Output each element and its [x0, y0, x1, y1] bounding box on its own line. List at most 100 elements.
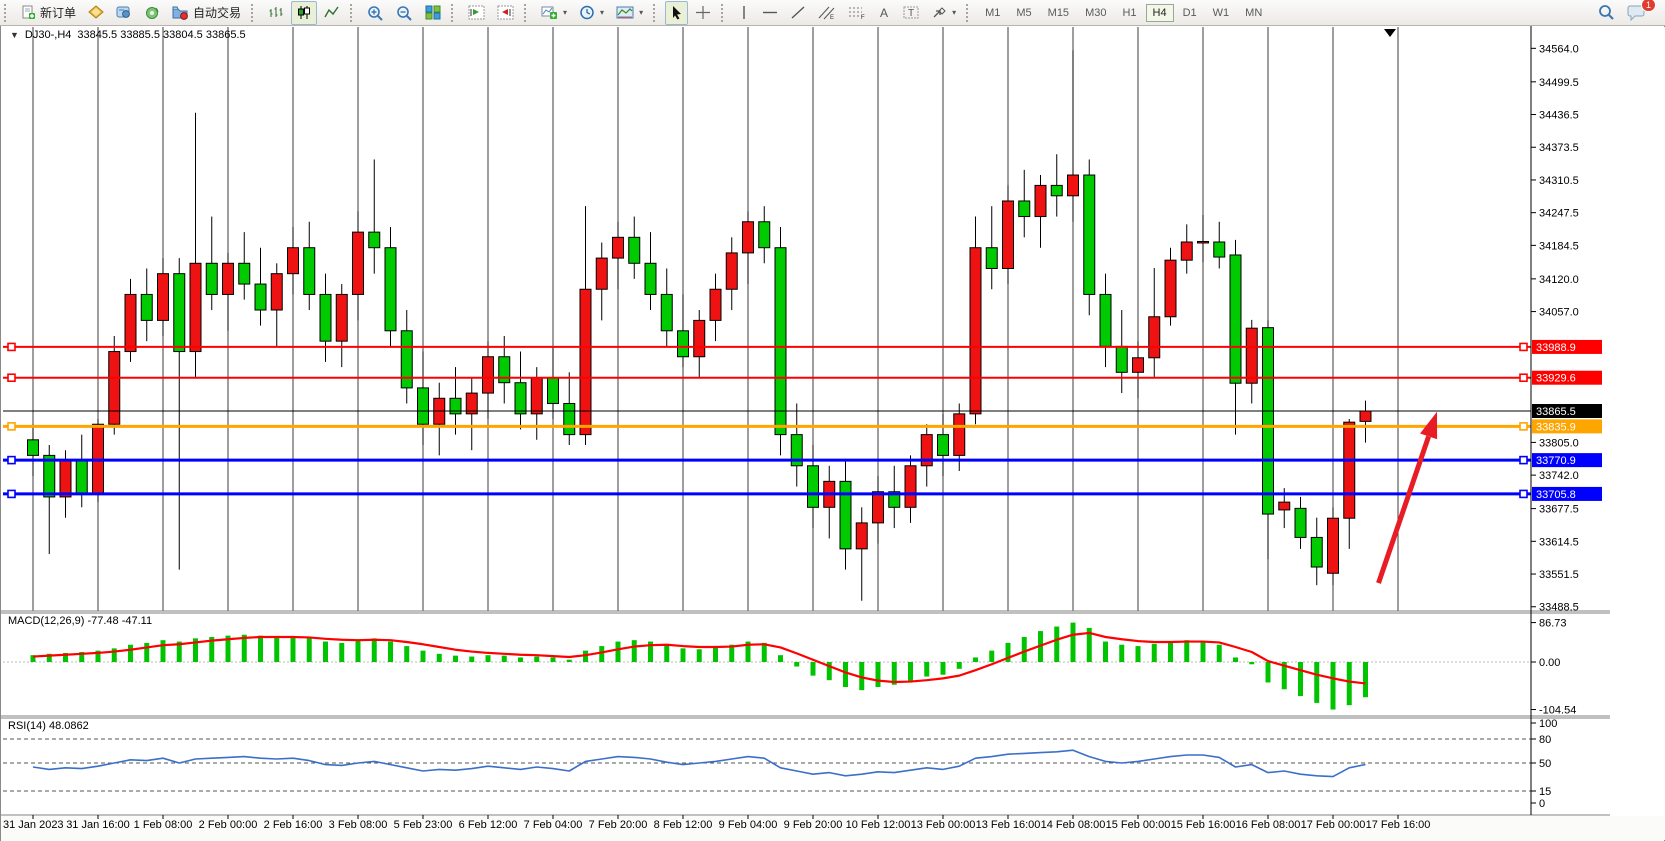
svg-text:34373.5: 34373.5	[1539, 142, 1579, 154]
svg-text:33551.5: 33551.5	[1539, 569, 1579, 581]
crosshair-icon	[696, 6, 711, 19]
chart-canvas[interactable]: MACD(12,26,9) -77.48 -47.11 RSI(14) 48.08…	[0, 26, 1665, 841]
tile-windows-button[interactable]	[420, 1, 446, 25]
notifications-button[interactable]: 1	[1622, 0, 1656, 25]
period-button[interactable]: ▾	[574, 1, 609, 25]
trade-levels-icon	[468, 5, 485, 20]
text-icon: A	[880, 6, 888, 20]
svg-text:33865.5: 33865.5	[1536, 406, 1576, 418]
trendline-button[interactable]	[785, 1, 811, 25]
arrows-button[interactable]: ▾	[926, 1, 961, 25]
zoom-in-icon	[368, 5, 383, 21]
horizontal-line-icon	[763, 11, 778, 14]
show-trade-levels-button[interactable]	[463, 1, 490, 25]
auto-trading-button[interactable]: 自动交易	[167, 1, 246, 25]
up-arrow-annotation[interactable]	[1376, 411, 1438, 584]
svg-text:33929.6: 33929.6	[1536, 373, 1576, 385]
svg-text:15 Feb 00:00: 15 Feb 00:00	[1106, 819, 1171, 831]
chart-symbol-period: DJ30-,H4	[24, 29, 72, 41]
svg-text:100: 100	[1539, 718, 1557, 730]
auto-trading-icon	[172, 6, 188, 20]
svg-text:34436.5: 34436.5	[1539, 110, 1579, 122]
svg-text:33805.0: 33805.0	[1539, 437, 1579, 449]
clock-icon	[580, 5, 594, 20]
text-label-button[interactable]: T	[898, 1, 924, 25]
svg-text:13 Feb 00:00: 13 Feb 00:00	[911, 819, 976, 831]
svg-text:33614.5: 33614.5	[1539, 536, 1579, 548]
toolbar-grip	[721, 3, 728, 22]
timeframe-m5[interactable]: M5	[1016, 6, 1032, 19]
timeframe-h1[interactable]: H1	[1122, 6, 1137, 19]
svg-text:9 Feb 20:00: 9 Feb 20:00	[784, 819, 843, 831]
svg-text:14 Feb 08:00: 14 Feb 08:00	[1041, 819, 1106, 831]
time-axis[interactable]: 31 Jan 2023 31 Jan 16:00 1 Feb 08:00 2 Feb …	[1, 815, 1664, 841]
zoom-out-button[interactable]	[391, 1, 418, 25]
new-order-label: 新订单	[40, 6, 77, 20]
channel-icon: E	[818, 6, 835, 20]
search-button[interactable]	[1592, 1, 1620, 25]
tile-windows-icon	[425, 5, 441, 20]
svg-text:7 Feb 20:00: 7 Feb 20:00	[589, 819, 648, 831]
svg-text:31 Jan 2023: 31 Jan 2023	[3, 819, 64, 831]
text-button[interactable]: A	[873, 1, 896, 25]
data-window-icon	[116, 6, 130, 18]
svg-text:6 Feb 12:00: 6 Feb 12:00	[459, 819, 518, 831]
svg-text:5 Feb 23:00: 5 Feb 23:00	[394, 819, 453, 831]
horizontal-line-button[interactable]	[757, 1, 783, 25]
line-chart-button[interactable]	[319, 1, 345, 25]
svg-text:2 Feb 16:00: 2 Feb 16:00	[264, 819, 323, 831]
svg-text:F: F	[861, 15, 865, 20]
navigator-button[interactable]	[139, 1, 165, 25]
timeframe-m1[interactable]: M1	[985, 6, 1001, 19]
notification-badge: 1	[1640, 0, 1656, 12]
dropdown-arrow-icon: ▾	[952, 8, 957, 17]
zoom-in-button[interactable]	[362, 1, 389, 25]
timeframe-m30[interactable]: M30	[1085, 6, 1107, 19]
chart-shift-marker[interactable]	[1384, 29, 1396, 37]
svg-text:33488.5: 33488.5	[1539, 602, 1579, 614]
show-order-levels-button[interactable]	[492, 1, 519, 25]
svg-text:1 Feb 08:00: 1 Feb 08:00	[134, 819, 193, 831]
new-chart-button[interactable]: ▾	[536, 1, 572, 25]
price-axis[interactable]: 34564.0 34499.5 34436.5 34373.5 34310.5 34247…	[1530, 26, 1602, 815]
cursor-button[interactable]	[665, 0, 689, 25]
timeframe-m15[interactable]: M15	[1047, 6, 1070, 19]
svg-text:16 Feb 08:00: 16 Feb 08:00	[1236, 819, 1301, 831]
svg-text:-104.54: -104.54	[1539, 705, 1576, 717]
rsi-pane: RSI(14) 48.0862	[3, 720, 1531, 792]
timeframe-mn[interactable]: MN	[1245, 6, 1263, 19]
timeframe-w1[interactable]: W1	[1212, 6, 1230, 19]
line-chart-icon	[324, 6, 339, 18]
candlestick-series	[27, 50, 1372, 601]
template-button[interactable]: ▾	[611, 1, 648, 25]
zoom-out-icon	[397, 5, 412, 21]
vertical-line-icon	[743, 6, 745, 19]
equidistant-channel-button[interactable]: E	[813, 1, 841, 25]
svg-text:34499.5: 34499.5	[1539, 77, 1579, 89]
vertical-line-button[interactable]	[733, 1, 755, 25]
svg-text:A: A	[880, 6, 888, 20]
horizontal-price-lines[interactable]	[3, 342, 1531, 499]
market-watch-button[interactable]	[83, 1, 109, 25]
data-window-button[interactable]	[111, 1, 137, 25]
toolbar-grip	[350, 3, 357, 22]
toolbar-grip	[251, 3, 258, 22]
svg-text:34120.0: 34120.0	[1539, 274, 1579, 286]
bar-chart-button[interactable]	[263, 1, 289, 25]
timeframe-h4[interactable]: H4	[1145, 3, 1174, 22]
svg-text:17 Feb 16:00: 17 Feb 16:00	[1366, 819, 1431, 831]
new-order-button[interactable]: 新订单	[16, 1, 81, 25]
svg-text:0: 0	[1539, 798, 1545, 810]
candlestick-chart-button[interactable]	[291, 0, 318, 25]
svg-text:33770.9: 33770.9	[1536, 455, 1576, 467]
search-icon	[1599, 5, 1614, 20]
toolbar-grip	[966, 3, 973, 22]
fibonacci-button[interactable]: F	[843, 1, 871, 25]
svg-text:33835.9: 33835.9	[1536, 421, 1576, 433]
trendline-icon	[791, 6, 805, 19]
crosshair-button[interactable]	[690, 1, 716, 25]
symbol-dropdown-icon[interactable]: ▼	[10, 30, 19, 40]
pane-separators[interactable]	[1, 610, 1610, 816]
svg-text:2 Feb 00:00: 2 Feb 00:00	[199, 819, 258, 831]
timeframe-d1[interactable]: D1	[1182, 6, 1197, 19]
